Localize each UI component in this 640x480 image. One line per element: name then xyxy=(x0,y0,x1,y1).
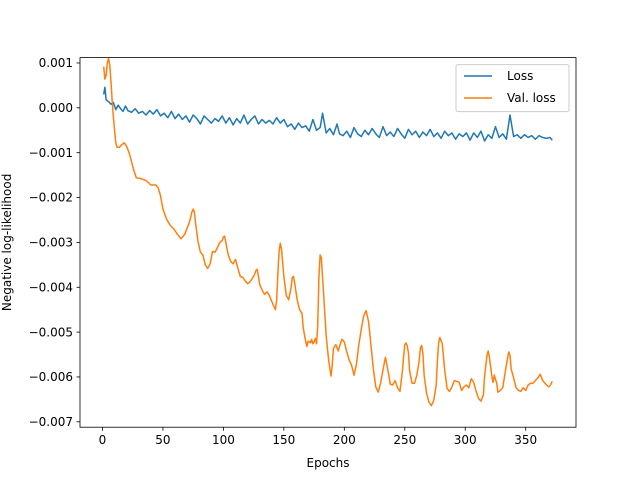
y-tick-label: −0.001 xyxy=(29,146,73,160)
plot-lines xyxy=(102,57,553,407)
y-tick-label: −0.007 xyxy=(29,415,73,429)
y-tick-label: 0.000 xyxy=(39,101,73,115)
series-line-1 xyxy=(102,57,553,407)
x-tick-label: 250 xyxy=(393,433,416,447)
x-tick-label: 350 xyxy=(514,433,537,447)
legend: Loss Val. loss xyxy=(455,64,570,113)
y-tick-label: −0.005 xyxy=(29,325,73,339)
x-tick-label: 200 xyxy=(333,433,356,447)
x-axis-label: Epochs xyxy=(307,456,350,470)
x-tick-label: 150 xyxy=(272,433,295,447)
y-axis-label: Negative log-likelihood xyxy=(0,174,14,311)
y-tick-label: 0.001 xyxy=(39,56,73,70)
x-tick-label: 100 xyxy=(212,433,235,447)
series-line-0 xyxy=(102,86,553,142)
y-tick-label: −0.006 xyxy=(29,370,73,384)
x-tick-label: 300 xyxy=(454,433,477,447)
x-axis: 0 50 100 150 200 250 300 350 xyxy=(99,427,537,447)
legend-label-loss: Loss xyxy=(507,69,533,83)
y-tick-label: −0.004 xyxy=(29,280,73,294)
y-tick-label: −0.003 xyxy=(29,236,73,250)
x-tick-label: 0 xyxy=(99,433,107,447)
y-axis: −0.007 −0.006 −0.005 −0.004 −0.003 −0.002 −0.0… xyxy=(29,56,80,429)
legend-label-val-loss: Val. loss xyxy=(507,91,556,105)
x-tick-label: 50 xyxy=(155,433,170,447)
y-tick-label: −0.002 xyxy=(29,191,73,205)
